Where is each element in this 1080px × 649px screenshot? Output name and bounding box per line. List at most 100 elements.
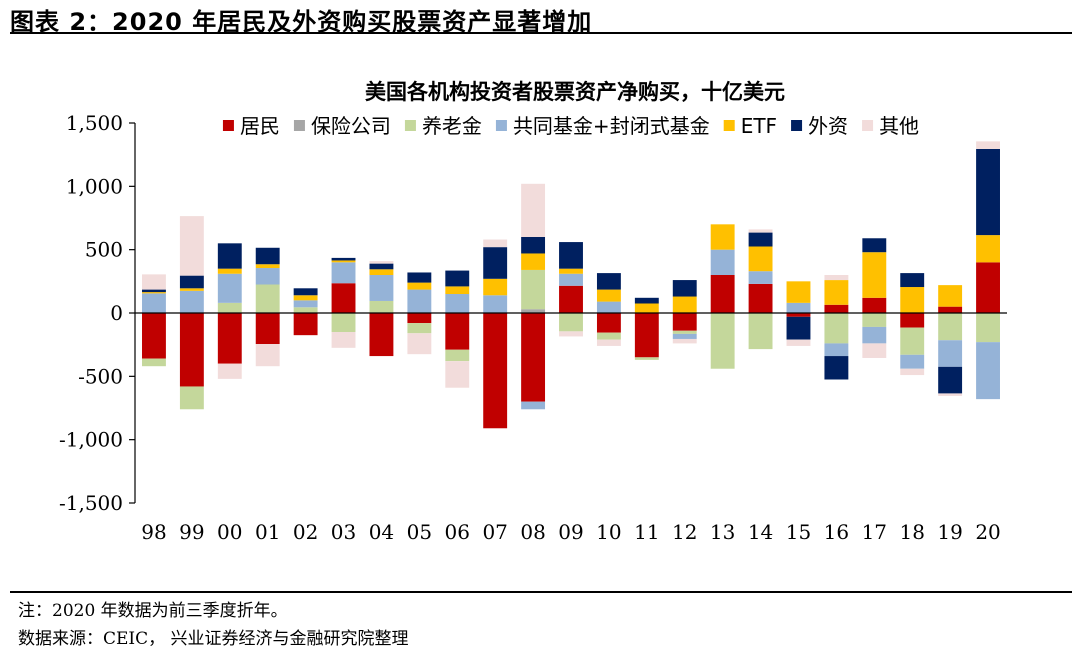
x-tick-label: 02 (293, 520, 318, 544)
bar-segment-06-s6 (445, 361, 470, 388)
x-tick-label: 19 (937, 520, 962, 544)
bar-segment-18-s0 (900, 313, 925, 328)
x-tick-label: 11 (634, 520, 659, 544)
bar-segment-99-s0 (179, 313, 204, 387)
x-tick-label: 04 (369, 520, 394, 544)
bar-segment-14-s6 (748, 229, 773, 233)
bar-segment-04-s0 (369, 313, 394, 357)
bar-segment-16-s5 (824, 356, 849, 380)
bar-segment-04-s2 (369, 300, 394, 313)
bar-segment-07-s6 (483, 239, 508, 248)
bar-segment-04-s4 (369, 269, 394, 275)
bar-groups (142, 141, 1000, 429)
bar-segment-99-s6 (179, 216, 204, 276)
bar-segment-03-s5 (331, 257, 356, 261)
y-tick-label: 1,000 (66, 174, 123, 198)
chart-axes: 1,500 1,000 500 0 -500 -1,000 -1,500 98 99 00 01 02… (59, 111, 1007, 544)
x-tick-label: 15 (786, 520, 811, 544)
bar-segment-19-s5 (938, 366, 963, 394)
legend-label: 保险公司 (311, 114, 391, 138)
bar-segment-13-s4 (710, 224, 735, 250)
bar-segment-00-s3 (217, 273, 242, 303)
bar-segment-06-s4 (445, 286, 470, 294)
bar-segment-07-s0 (483, 313, 508, 429)
x-tick-label: 01 (255, 520, 280, 544)
bar-segment-14-s0 (748, 283, 773, 313)
bar-segment-08-s0 (521, 313, 546, 402)
bar-segment-13-s3 (710, 249, 735, 275)
data-source: 数据来源：CEIC， 兴业证券经济与金融研究院整理 (18, 629, 409, 649)
bar-segment-17-s4 (862, 252, 887, 298)
bar-segment-17-s5 (862, 238, 887, 253)
bar-segment-98-s5 (142, 289, 166, 293)
bar-segment-02-s2 (293, 307, 318, 313)
bar-segment-16-s3 (824, 343, 849, 357)
bar-segment-19-s6 (938, 393, 963, 396)
bar-segment-08-s4 (521, 253, 546, 270)
bar-segment-06-s5 (445, 270, 470, 287)
legend-label: 居民 (240, 114, 280, 138)
legend-label: 外资 (808, 114, 848, 138)
bar-segment-18-s4 (900, 287, 925, 313)
bar-segment-14-s4 (748, 246, 773, 272)
bar-segment-10-s2 (596, 332, 621, 340)
bar-segment-02-s5 (293, 288, 318, 296)
chart-note: 注：2020 年数据为前三季度折年。 (18, 601, 288, 621)
x-tick-label: 17 (862, 520, 887, 544)
bar-segment-08-s1 (521, 309, 546, 313)
bar-segment-98-s4 (142, 292, 166, 294)
bar-segment-02-s3 (293, 300, 318, 308)
x-tick-label: 09 (558, 520, 583, 544)
x-tick-label: 06 (445, 520, 470, 544)
bar-segment-20-s3 (976, 342, 1000, 400)
x-tick-label: 12 (672, 520, 697, 544)
bar-segment-07-s5 (483, 247, 508, 279)
bar-segment-11-s2 (634, 357, 659, 360)
bar-segment-15-s6 (786, 339, 811, 346)
bar-segment-02-s0 (293, 313, 318, 336)
bar-segment-99-s4 (179, 288, 204, 291)
y-tick-label: -1,000 (59, 428, 123, 452)
x-tick-label: 14 (748, 520, 773, 544)
bar-segment-16-s4 (824, 280, 849, 305)
bar-segment-10-s6 (596, 339, 621, 346)
bar-segment-15-s5 (786, 316, 811, 340)
bar-segment-99-s3 (179, 290, 204, 313)
bar-segment-00-s2 (217, 302, 242, 313)
bar-segment-20-s6 (976, 141, 1000, 149)
bar-segment-00-s4 (217, 268, 242, 274)
x-tick-label: 20 (975, 520, 1000, 544)
figure-title: 图表 2：2020 年居民及外资购买股票资产显著增加 (10, 8, 593, 36)
bar-segment-01-s5 (255, 247, 280, 265)
bar-segment-04-s3 (369, 275, 394, 301)
x-tick-label: 99 (179, 520, 204, 544)
bar-segment-17-s2 (862, 313, 887, 327)
bar-segment-09-s4 (559, 268, 583, 274)
bar-segment-03-s3 (331, 262, 356, 284)
bar-segment-01-s2 (255, 284, 280, 313)
title-divider (10, 32, 1072, 34)
bar-segment-17-s0 (862, 297, 887, 313)
bar-segment-09-s5 (559, 242, 583, 269)
legend-label: 养老金 (422, 114, 482, 138)
x-tick-label: 03 (331, 520, 356, 544)
bar-segment-12-s3 (672, 333, 697, 339)
y-tick-label: 500 (85, 238, 123, 262)
bar-segment-00-s0 (217, 313, 242, 364)
legend-label: ETF (741, 114, 777, 138)
bar-segment-07-s4 (483, 278, 508, 296)
chart-title: 美国各机构投资者股票资产净购买，十亿美元 (365, 80, 785, 104)
bar-segment-98-s2 (142, 358, 166, 367)
y-tick-label: 0 (110, 301, 123, 325)
x-tick-label: 07 (482, 520, 507, 544)
bar-segment-19-s0 (938, 306, 963, 313)
bar-segment-20-s2 (976, 313, 1000, 343)
y-tick-label: -1,500 (59, 491, 123, 515)
bar-segment-98-s3 (142, 293, 166, 313)
bar-segment-06-s0 (445, 313, 470, 350)
bar-segment-01-s0 (255, 313, 280, 345)
bar-segment-19-s2 (938, 313, 963, 341)
bar-segment-99-s5 (179, 275, 204, 289)
bar-segment-03-s6 (331, 332, 356, 348)
bar-segment-06-s3 (445, 294, 470, 313)
